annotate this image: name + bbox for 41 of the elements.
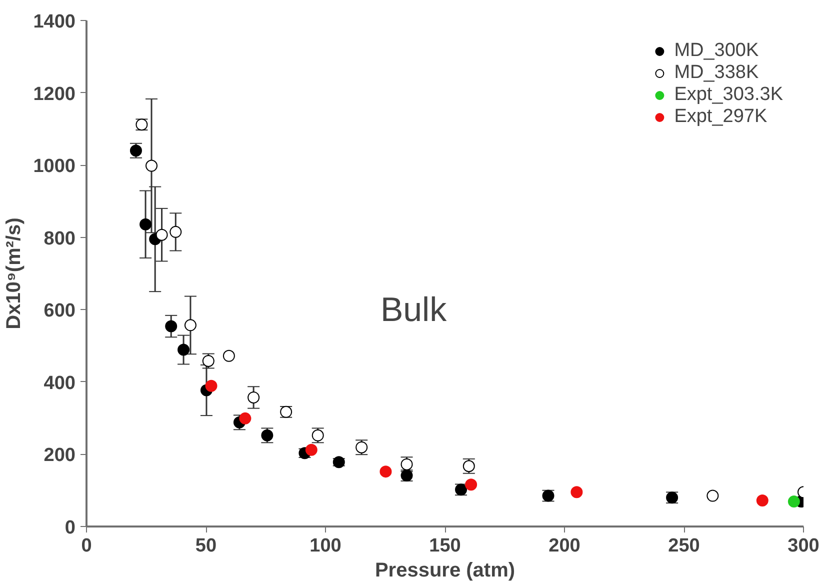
point [170,226,182,238]
x-axis-title: Pressure (atm) [374,560,516,582]
y-tick-label: 400 [44,372,76,394]
point [184,319,196,332]
x-tick-label: 200 [548,536,580,556]
point [146,160,158,172]
legend-label: MD_300K [674,40,759,62]
point [140,218,152,230]
y-tick-label: 0 [64,518,76,538]
point [570,486,583,498]
y-tick-label: 800 [44,228,76,250]
point [706,490,719,502]
x-tick-label: 100 [310,536,342,556]
point [248,391,260,404]
point [465,478,478,491]
point [756,494,768,506]
y-tick-label: 1000 [33,156,76,178]
point [165,320,178,332]
x-tick-label: 150 [429,536,461,556]
legend-label: Expt_303.3K [674,84,783,106]
point [305,444,318,456]
point [205,380,218,392]
point [380,466,392,478]
point [332,456,345,468]
point [788,496,800,508]
x-tick-label: 0 [81,536,92,556]
legend-label: Expt_297K [674,106,768,128]
y-tick-label: 600 [44,300,76,322]
point [178,344,190,356]
y-tick-label: 200 [44,445,76,466]
y-tick-label: 1400 [33,12,76,32]
point [239,412,252,424]
point [156,228,168,241]
x-tick-label: 250 [668,536,700,556]
annotation: Bulk [380,291,448,330]
x-tick-label: 50 [195,536,217,556]
y-axis-title: Dx10⁹(m²/s) [3,218,26,330]
x-tick-label: 300 [788,536,820,556]
point [222,350,235,362]
y-tick-label: 1200 [33,84,76,105]
legend-label: MD_338K [674,62,759,84]
